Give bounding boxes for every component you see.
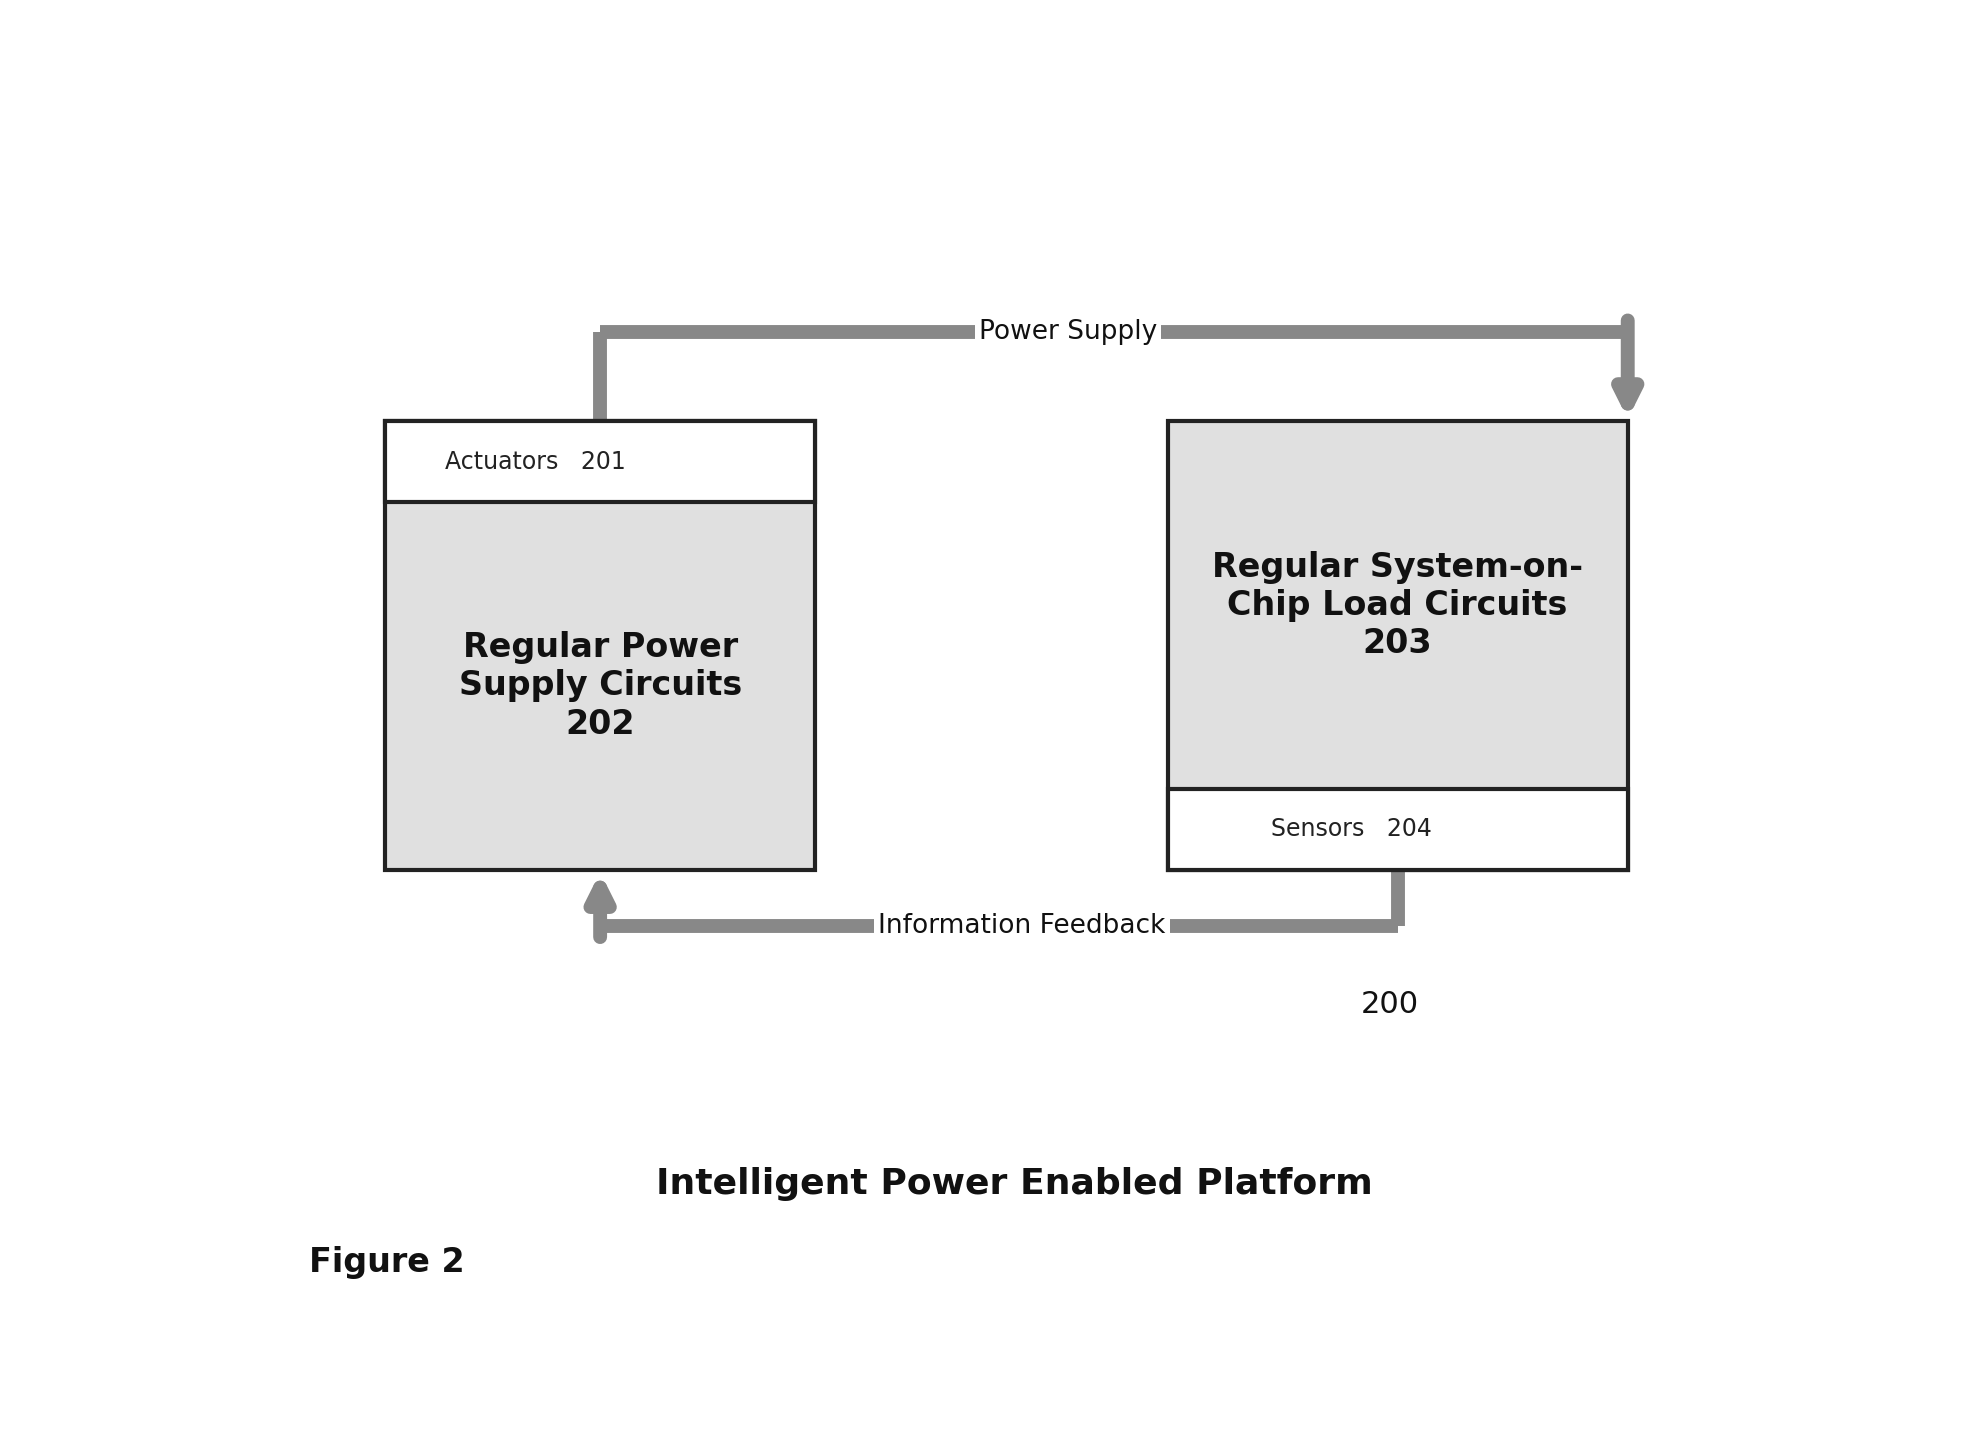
Bar xyxy=(386,421,815,869)
Text: Regular System-on-
Chip Load Circuits
203: Regular System-on- Chip Load Circuits 20… xyxy=(1213,550,1583,660)
Text: Intelligent Power Enabled Platform: Intelligent Power Enabled Platform xyxy=(655,1166,1373,1201)
Bar xyxy=(1168,421,1627,869)
Text: Actuators   201: Actuators 201 xyxy=(445,450,625,473)
Text: Power Supply: Power Supply xyxy=(980,319,1158,345)
Text: Regular Power
Supply Circuits
202: Regular Power Supply Circuits 202 xyxy=(459,632,742,741)
Text: Information Feedback: Information Feedback xyxy=(879,913,1166,939)
Text: 200: 200 xyxy=(1362,990,1419,1019)
Bar xyxy=(386,421,815,502)
Text: Figure 2: Figure 2 xyxy=(309,1246,465,1278)
Bar xyxy=(1168,789,1627,869)
Text: Sensors   204: Sensors 204 xyxy=(1271,817,1433,842)
